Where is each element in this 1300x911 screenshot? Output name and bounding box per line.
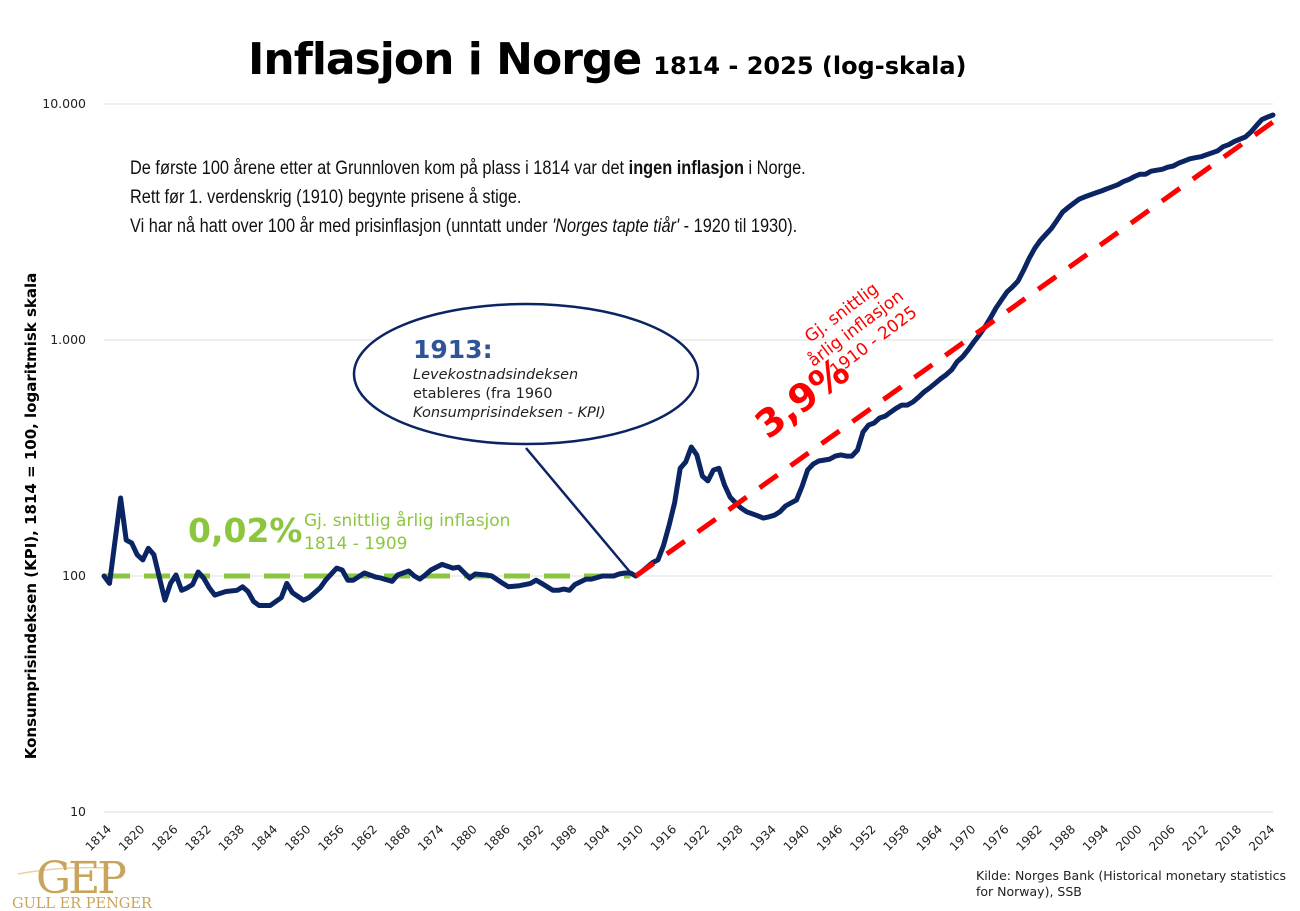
- logo-mark: GEP: [36, 853, 126, 904]
- callout-ellipse: [352, 302, 700, 446]
- chart-title: Inflasjon i Norge 1814 - 2025 (log-skala): [248, 34, 967, 85]
- source-note: Kilde: Norges Bank (Historical monetary …: [976, 868, 1286, 899]
- x-tick-label: 1910: [614, 822, 645, 853]
- x-tick-label: 1994: [1080, 822, 1111, 853]
- y-tick-label: 10.000: [42, 96, 86, 111]
- x-tick-label: 1946: [814, 822, 845, 853]
- y-axis-label: Konsumprisindeksen (KPI), 1814 = 100, lo…: [22, 273, 40, 760]
- x-tick-label: 1928: [714, 822, 745, 853]
- x-tick-label: 1898: [548, 822, 579, 853]
- gep-logo: GEP GULL ER PENGER: [12, 853, 153, 911]
- x-tick-label: 1856: [315, 822, 346, 853]
- x-tick-label: 1880: [448, 822, 479, 853]
- x-tick-label: 1868: [382, 822, 413, 853]
- x-tick-label: 2024: [1246, 822, 1277, 853]
- intro-line-1: De første 100 årene etter at Grunnloven …: [130, 158, 806, 179]
- callout-1913: 1913: Levekostnadsindeksen etableres (fr…: [352, 302, 700, 573]
- red-trend-line: [634, 119, 1275, 579]
- x-tick-label: 1982: [1013, 822, 1044, 853]
- green-desc-line-1: Gj. snittlig årlig inflasjon: [304, 510, 510, 531]
- x-tick-label: 1964: [914, 822, 945, 853]
- y-tick-label: 10: [70, 804, 86, 819]
- x-tick-label: 1940: [781, 822, 812, 853]
- series-layer: [101, 112, 1276, 608]
- x-tick-label: 1952: [847, 822, 878, 853]
- x-tick-label: 1820: [116, 822, 147, 853]
- x-tick-label: 1892: [515, 822, 546, 853]
- x-tick-label: 1862: [349, 822, 380, 853]
- x-tick-label: 1916: [648, 822, 679, 853]
- x-tick-label: 1832: [182, 822, 213, 853]
- x-tick-label: 1850: [282, 822, 313, 853]
- x-tick-label: 1988: [1047, 822, 1078, 853]
- green-annotation: 0,02% Gj. snittlig årlig inflasjon 1814 …: [188, 510, 510, 554]
- x-tick-label: 2018: [1213, 822, 1244, 853]
- intro-line-3: Vi har nå hatt over 100 år med prisinfla…: [130, 216, 798, 237]
- x-tick-label: 1958: [880, 822, 911, 853]
- x-tick-label: 2006: [1146, 822, 1177, 853]
- x-tick-label: 1976: [980, 822, 1011, 853]
- green-rate-label: 0,02%: [188, 511, 303, 550]
- logo-name: GULL ER PENGER: [12, 896, 153, 911]
- callout-line-1: Levekostnadsindeksen: [413, 367, 578, 383]
- callout-line-2: etableres (fra 1960: [413, 386, 553, 402]
- x-tick-label: 1934: [747, 822, 778, 853]
- x-tick-label: 1814: [83, 822, 114, 853]
- x-axis-ticks: 1814 1820 1826 1832 1838 1844 1850 1856 1862 1868…: [83, 822, 1278, 853]
- y-axis-ticks: 10 100 1.000 10.000: [42, 96, 86, 819]
- y-tick-label: 100: [62, 568, 86, 583]
- callout-year: 1913:: [413, 335, 493, 364]
- logo-swoosh: [17, 866, 111, 875]
- gridlines: [104, 103, 1273, 813]
- y-tick-label: 1.000: [50, 332, 86, 347]
- kpi-series-line: [101, 112, 1276, 608]
- x-tick-label: 1838: [216, 822, 247, 853]
- x-tick-label: 1844: [249, 822, 280, 853]
- callout-line-3: Konsumprisindeksen - KPI): [413, 405, 606, 421]
- intro-text: De første 100 årene etter at Grunnloven …: [130, 154, 806, 241]
- callout-pointer: [525, 447, 631, 573]
- x-tick-label: 2012: [1180, 822, 1211, 853]
- intro-line-2: Rett før 1. verdenskrig (1910) begynte p…: [130, 187, 522, 208]
- red-annotation: 3,9% Gj. snittlig årlig inflasjon 1910 -…: [747, 279, 921, 447]
- green-desc-line-2: 1814 - 1909: [304, 534, 407, 554]
- x-tick-label: 1970: [947, 822, 978, 853]
- x-tick-label: 1904: [581, 822, 612, 853]
- x-tick-label: 1886: [482, 822, 513, 853]
- x-tick-label: 1874: [415, 822, 446, 853]
- x-tick-label: 1826: [149, 822, 180, 853]
- x-tick-label: 1922: [681, 822, 712, 853]
- x-tick-label: 2000: [1113, 822, 1144, 853]
